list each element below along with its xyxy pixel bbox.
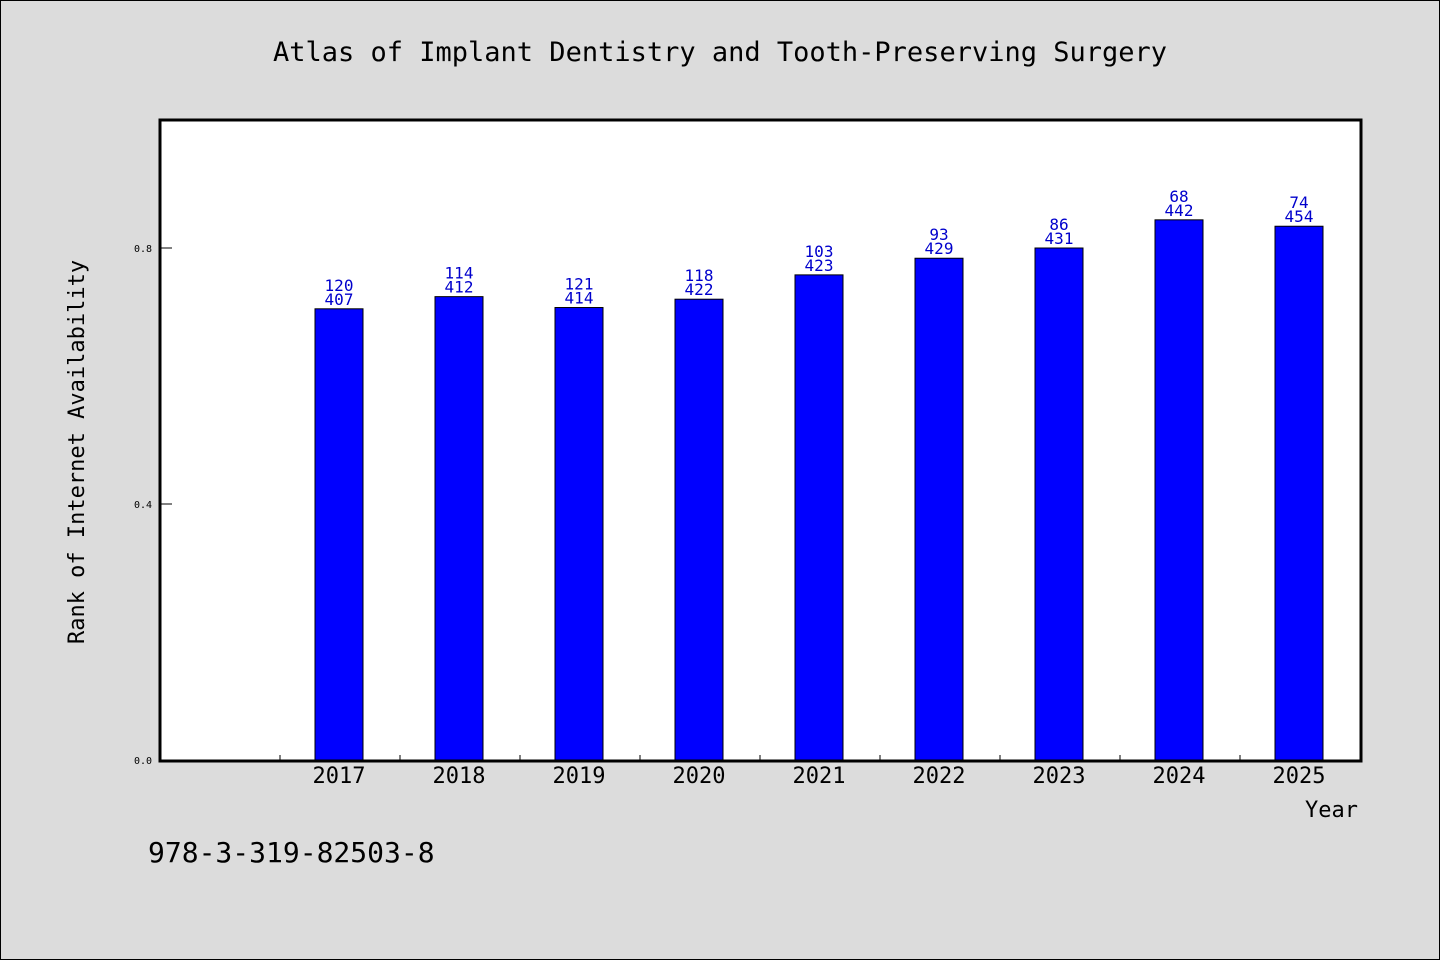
bar-2018 [434,296,484,761]
x-tick-label: 2022 [913,764,966,789]
x-tick-label: 2023 [1033,764,1086,789]
bar-label-bottom: 412 [445,278,474,297]
bar-label-top: 74 [1289,193,1308,212]
x-axis-ticks: 2017 2018 2019 2020 2021 2022 2023 2024 2025 [279,755,1361,789]
x-tick-label: 2025 [1273,764,1326,789]
x-tick-label: 2024 [1153,764,1206,789]
x-tick-label: 2017 [313,764,366,789]
bar-label-bottom: 431 [1045,229,1074,248]
y-axis-ticks: 0.0 0.4 0.8 [134,244,172,767]
bar-label-top: 118 [685,266,714,285]
bar-label-bottom: 442 [1165,201,1194,220]
bar-2020 [674,298,724,761]
chart-title: Atlas of Implant Dentistry and Tooth-Pre… [273,37,1167,68]
bar-label-top: 93 [929,225,948,244]
bar-label-top: 86 [1049,215,1068,234]
bar-2017 [314,308,364,761]
x-tick-label: 2020 [673,764,726,789]
bar-label-bottom: 407 [325,290,354,309]
y-axis-label: Rank of Internet Availability [65,260,90,644]
x-axis-label: Year [1305,798,1358,823]
bar-label-bottom: 423 [805,256,834,275]
bar-label-bottom: 422 [685,280,714,299]
x-tick-label: 2021 [793,764,846,789]
bar-2021 [794,274,844,761]
isbn-text: 978-3-319-82503-8 [148,836,435,869]
y-tick-label: 0.0 [134,756,152,767]
y-tick-label: 0.8 [134,244,152,255]
bar-label-bottom: 414 [565,289,594,308]
bar-label-top: 120 [325,276,354,295]
x-tick-label: 2018 [433,764,486,789]
bar-2019 [554,307,604,761]
bar-2025 [1274,225,1324,761]
bar-label-top: 121 [565,275,594,294]
bar-label-bottom: 454 [1285,207,1314,226]
bar-label-top: 103 [805,242,834,261]
bar-label-top: 114 [445,264,474,283]
bar-2023 [1034,247,1084,761]
bar-label-bottom: 429 [925,239,954,258]
bar-label-top: 68 [1169,187,1188,206]
bar-2022 [914,257,964,761]
y-tick-label: 0.4 [134,500,152,511]
bar-2024 [1154,219,1204,761]
x-tick-label: 2019 [553,764,606,789]
